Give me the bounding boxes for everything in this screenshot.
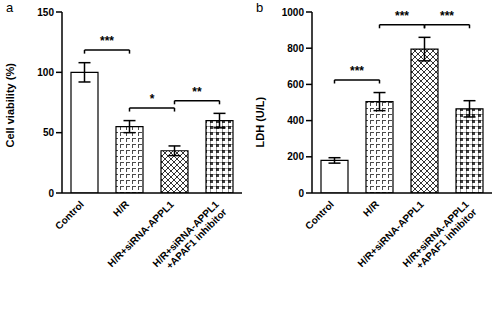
svg-text:***: *** [395, 9, 409, 23]
svg-text:***: *** [350, 64, 364, 78]
svg-text:1000: 1000 [282, 7, 305, 18]
svg-text:***: *** [440, 9, 454, 23]
svg-text:**: ** [192, 85, 202, 99]
svg-text:600: 600 [287, 79, 304, 90]
svg-text:H/R+siRNA-APPL1+APAF1 inhibito: H/R+siRNA-APPL1+APAF1 inhibitor [400, 198, 479, 277]
svg-text:H/R: H/R [111, 198, 132, 219]
svg-text:Cell viability (%): Cell viability (%) [8, 63, 16, 148]
svg-text:H/R: H/R [361, 198, 382, 219]
svg-text:400: 400 [287, 115, 304, 126]
html-text:a: a [6, 0, 14, 15]
svg-text:50: 50 [43, 127, 55, 138]
svg-text:0: 0 [298, 188, 304, 199]
svg-text:800: 800 [287, 43, 304, 54]
svg-text:***: *** [100, 34, 114, 48]
svg-text:H/R+siRNA-APPL1+APAF1 inhibito: H/R+siRNA-APPL1+APAF1 inhibitor [150, 198, 229, 277]
svg-text:H/R+siRNA-APPL1: H/R+siRNA-APPL1 [105, 198, 176, 270]
svg-text:*: * [150, 92, 155, 106]
html-text:b: b [256, 0, 264, 15]
svg-text:LDH (U/L): LDH (U/L) [254, 96, 266, 147]
svg-text:H/R+siRNA-APPL1: H/R+siRNA-APPL1 [355, 198, 426, 270]
svg-text:100: 100 [37, 67, 54, 78]
svg-text:200: 200 [287, 151, 304, 162]
svg-text:Control: Control [303, 198, 336, 231]
svg-text:Control: Control [53, 198, 86, 231]
svg-text:0: 0 [48, 188, 54, 199]
svg-text:150: 150 [37, 7, 54, 18]
